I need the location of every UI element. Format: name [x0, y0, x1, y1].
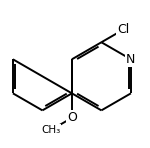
Text: O: O [67, 111, 77, 124]
Text: Cl: Cl [117, 23, 130, 36]
Text: CH₃: CH₃ [41, 125, 60, 135]
Text: N: N [126, 53, 136, 66]
